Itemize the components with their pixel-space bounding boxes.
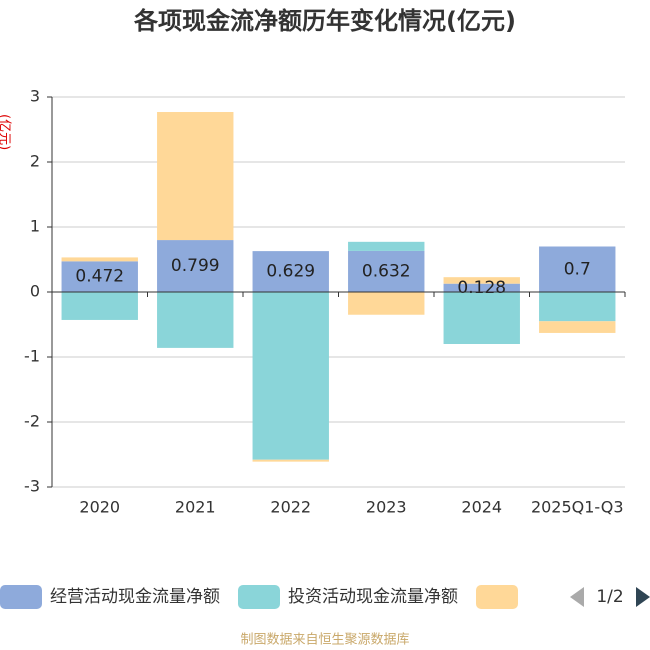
x-tick-label: 2021	[175, 498, 216, 517]
bar-segment	[443, 292, 520, 344]
x-tick-label: 2020	[79, 498, 120, 517]
value-label: 0.799	[171, 256, 220, 276]
legend-page: 1/2	[596, 587, 623, 607]
legend-prev[interactable]	[570, 587, 584, 607]
legend-label: 经营活动现金流量净额	[50, 587, 220, 607]
legend-swatch	[476, 585, 518, 609]
x-tick-label: 2023	[366, 498, 407, 517]
value-label: 0.472	[75, 267, 124, 287]
legend-swatch	[0, 585, 42, 609]
legend-next[interactable]	[636, 587, 650, 607]
bar-segment	[157, 112, 234, 241]
value-label: 0.7	[564, 259, 591, 279]
bar-segment	[157, 240, 234, 292]
chart-title: 各项现金流净额历年变化情况(亿元)	[133, 7, 516, 35]
bar-segment	[443, 283, 520, 292]
y-tick-label: 0	[30, 282, 40, 301]
bar-segment	[539, 321, 616, 333]
bar-segment	[61, 261, 138, 292]
y-tick-label: 2	[30, 152, 40, 171]
y-tick-label: 3	[30, 87, 40, 106]
value-label: 0.632	[362, 261, 411, 281]
y-tick-label: -1	[24, 347, 40, 366]
x-tick-label: 2022	[270, 498, 311, 517]
value-label: 0.128	[457, 278, 506, 298]
bar-segment	[348, 241, 425, 251]
source-note: 制图数据来自恒生聚源数据库	[240, 632, 409, 648]
y-axis-label: (亿元)	[0, 114, 12, 150]
bar-segment	[539, 292, 616, 322]
bar-segment	[61, 257, 138, 262]
bar-segment	[539, 246, 616, 292]
y-tick-label: -3	[24, 477, 40, 496]
value-label: 0.629	[266, 262, 315, 282]
legend-label: 投资活动现金流量净额	[288, 587, 458, 607]
bar-segment	[252, 292, 329, 460]
legend-swatch	[238, 585, 280, 609]
bar-segment	[252, 459, 329, 462]
bar-segment	[348, 292, 425, 315]
x-tick-label: 2024	[461, 498, 502, 517]
bar-segment	[252, 251, 329, 292]
y-tick-label: -2	[24, 412, 40, 431]
x-tick-label: 2025Q1-Q3	[531, 498, 624, 517]
bar-segment	[157, 292, 234, 348]
y-tick-label: 1	[30, 217, 40, 236]
bar-segment	[61, 292, 138, 320]
bar-segment	[443, 277, 520, 284]
bar-segment	[348, 250, 425, 292]
